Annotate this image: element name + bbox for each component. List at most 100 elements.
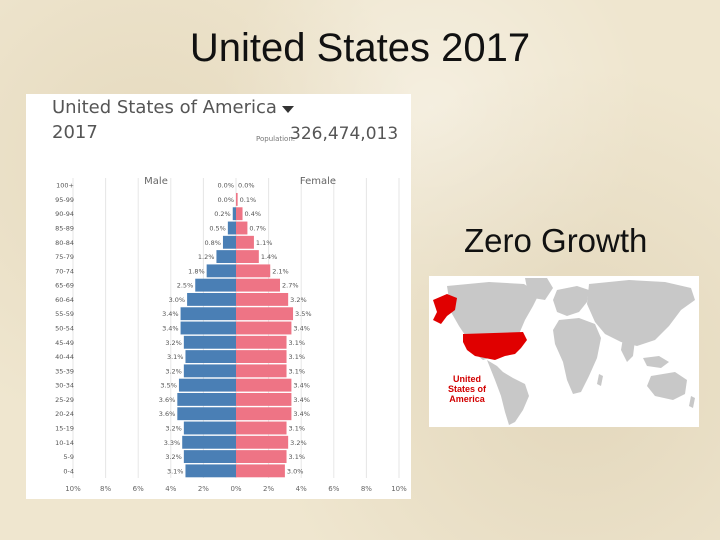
female-value-label: 3.1% xyxy=(289,339,306,347)
male-value-label: 0.2% xyxy=(214,210,231,218)
map-country-label: United States of America xyxy=(439,374,495,404)
x-tick-label: 8% xyxy=(361,485,372,493)
age-group-label: 30-34 xyxy=(55,382,74,390)
land-masses xyxy=(447,278,695,425)
male-bar xyxy=(183,364,236,378)
female-bar xyxy=(236,264,271,278)
female-value-label: 3.5% xyxy=(295,310,312,318)
male-bar xyxy=(195,278,236,292)
female-value-label: 0.7% xyxy=(249,225,266,233)
male-value-label: 3.6% xyxy=(159,396,176,404)
dropdown-arrow-icon[interactable] xyxy=(282,106,294,113)
population-value: 326,474,013 xyxy=(290,124,399,144)
population-pyramid-chart: 10% 8% 6% 4% 2% 0% 2% 4% 6% 8% 10% Male Female 0-4 3.1… xyxy=(55,176,407,493)
age-group-label: 0-4 xyxy=(63,467,74,475)
female-value-label: 0.4% xyxy=(245,210,262,218)
male-bar xyxy=(183,450,236,464)
age-group-label: 10-14 xyxy=(55,439,74,447)
x-tick-label: 6% xyxy=(328,485,339,493)
age-group-label: 95-99 xyxy=(55,196,74,204)
map-label-line: States of xyxy=(447,384,486,394)
year-label: 2017 xyxy=(52,122,98,143)
female-value-label: 3.1% xyxy=(289,453,306,461)
female-bar xyxy=(236,221,248,235)
age-group-label: 25-29 xyxy=(55,396,74,404)
female-value-label: 1.1% xyxy=(256,239,273,247)
male-value-label: 3.0% xyxy=(169,296,186,304)
female-bar xyxy=(236,192,238,206)
age-group-label: 50-54 xyxy=(55,325,74,333)
world-map-panel: United States of America xyxy=(429,276,699,427)
legend-male: Male xyxy=(144,176,168,187)
female-bar xyxy=(236,407,292,421)
male-value-label: 3.4% xyxy=(162,310,179,318)
female-bar xyxy=(236,350,287,364)
male-bar xyxy=(180,321,236,335)
female-bar xyxy=(236,392,292,406)
male-value-label: 1.8% xyxy=(188,267,205,275)
age-group-label: 65-69 xyxy=(55,282,74,290)
female-value-label: 3.4% xyxy=(293,325,310,333)
male-bar xyxy=(178,378,236,392)
female-value-label: 2.1% xyxy=(272,267,289,275)
x-tick-label: 2% xyxy=(198,485,209,493)
male-bar xyxy=(232,207,236,221)
age-group-label: 45-49 xyxy=(55,339,74,347)
age-group-label: 90-94 xyxy=(55,210,74,218)
male-value-label: 3.4% xyxy=(162,325,179,333)
male-value-label: 3.1% xyxy=(167,353,184,361)
female-bar xyxy=(236,207,243,221)
male-bar xyxy=(177,407,236,421)
x-tick-label: 6% xyxy=(133,485,144,493)
female-bar xyxy=(236,421,287,435)
male-value-label: 0.5% xyxy=(209,225,226,233)
male-bar xyxy=(227,221,236,235)
age-group-label: 20-24 xyxy=(55,410,74,418)
female-value-label: 1.4% xyxy=(261,253,278,261)
male-value-label: 3.2% xyxy=(165,453,182,461)
male-value-label: 0.0% xyxy=(217,182,234,190)
population-label: Population: xyxy=(256,135,296,143)
male-bar xyxy=(206,264,236,278)
male-bar xyxy=(182,435,236,449)
age-group-label: 5-9 xyxy=(63,453,74,461)
male-bar xyxy=(216,250,236,264)
female-bar xyxy=(236,321,292,335)
female-value-label: 3.2% xyxy=(290,439,307,447)
x-tick-label: 4% xyxy=(165,485,176,493)
female-bar xyxy=(236,450,287,464)
male-value-label: 3.5% xyxy=(160,382,177,390)
age-group-label: 85-89 xyxy=(55,225,74,233)
male-bar xyxy=(185,350,236,364)
female-value-label: 3.0% xyxy=(287,467,304,475)
male-value-label: 0.0% xyxy=(217,196,234,204)
country-title[interactable]: United States of America xyxy=(52,97,277,118)
male-value-label: 3.2% xyxy=(165,425,182,433)
male-bar xyxy=(222,235,236,249)
male-value-label: 2.5% xyxy=(177,282,194,290)
female-bar xyxy=(236,378,292,392)
female-value-label: 3.2% xyxy=(290,296,307,304)
male-bar xyxy=(180,307,236,321)
x-tick-label: 8% xyxy=(100,485,111,493)
male-value-label: 3.2% xyxy=(165,367,182,375)
age-group-label: 100+ xyxy=(56,182,74,190)
female-value-label: 3.1% xyxy=(289,367,306,375)
x-tick-label: 2% xyxy=(263,485,274,493)
age-group-label: 55-59 xyxy=(55,310,74,318)
male-bar xyxy=(183,421,236,435)
female-value-label: 3.1% xyxy=(289,425,306,433)
male-value-label: 3.1% xyxy=(167,467,184,475)
age-group-label: 40-44 xyxy=(55,353,74,361)
male-bar xyxy=(185,464,236,478)
female-value-label: 0.0% xyxy=(238,182,255,190)
male-value-label: 3.3% xyxy=(164,439,181,447)
male-value-label: 3.6% xyxy=(159,410,176,418)
legend-female: Female xyxy=(300,176,336,187)
female-bar xyxy=(236,435,289,449)
world-map xyxy=(433,278,695,425)
age-group-label: 70-74 xyxy=(55,267,74,275)
age-group-label: 15-19 xyxy=(55,425,74,433)
female-bar xyxy=(236,307,294,321)
usa-highlight xyxy=(433,294,527,360)
